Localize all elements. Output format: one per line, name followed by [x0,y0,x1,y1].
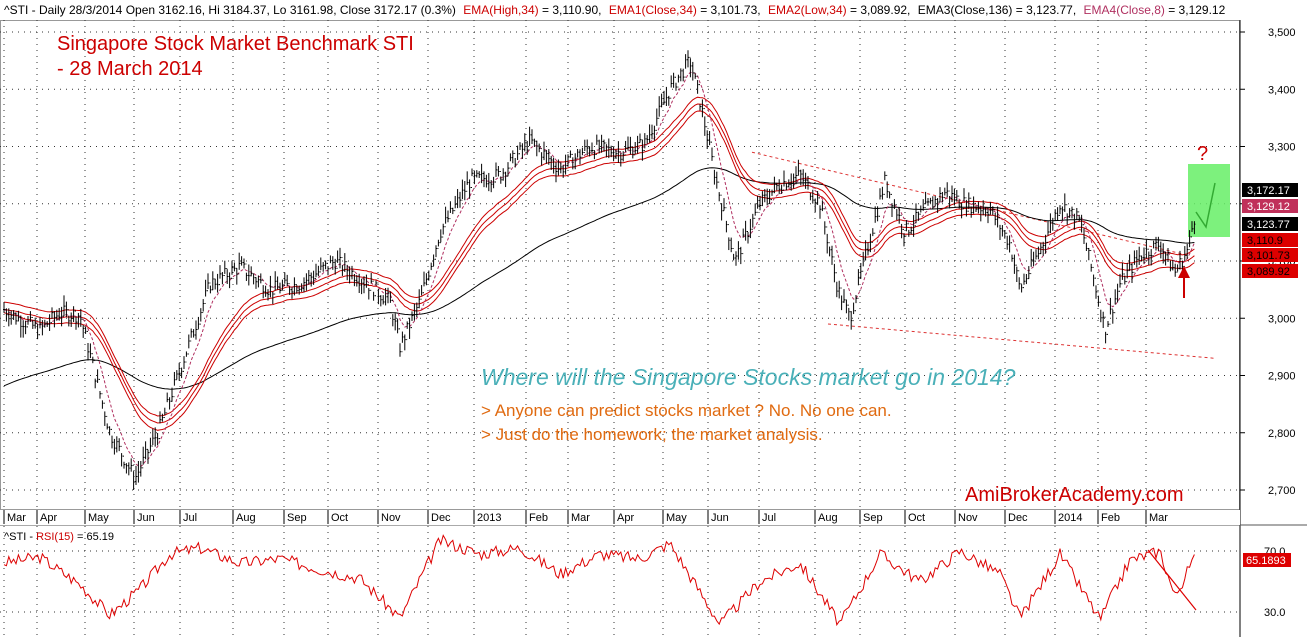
chart-header: ^STI - Daily 28/3/2014 Open 3162.16, Hi … [4,3,1226,17]
header-summary: ^STI - Daily 28/3/2014 Open 3162.16, Hi … [4,3,456,17]
last-value-label: 3,110.9 [1247,235,1283,247]
last-value-label: 3,129.12 [1247,201,1290,213]
ema1-close-34-line [3,103,1195,424]
x-tick-label: May [88,512,109,524]
rsi-label-name: RSI(15) [36,531,74,543]
brand-watermark: AmiBrokerAcademy.com [965,484,1184,506]
price-tick-label: 3,400 [1268,84,1296,96]
last-value-label: 3,101.73 [1247,250,1290,262]
price-grid [0,20,1238,510]
price-tick-label: 3,000 [1268,313,1296,325]
x-tick-label: Oct [908,512,925,524]
last-value-label: 3,089.92 [1247,266,1290,278]
rsi-label-value: = 65.19 [77,531,114,543]
price-tick-label: 2,700 [1268,485,1296,497]
x-tick-label: Jun [137,512,155,524]
x-tick-label: Dec [1008,512,1028,524]
x-tick-label: Apr [40,512,57,524]
rsi-current-badge [1243,553,1291,567]
x-tick-label: 2013 [477,512,501,524]
price-tick-label: 2,800 [1268,428,1296,440]
trendlines [751,151,1216,359]
rsi-trendline [1147,549,1197,611]
header-ema-high: EMA(High,34) [463,3,538,17]
price-tick-label: 2,900 [1268,371,1296,383]
annotation-point-1: > Anyone can predict stocks market ? No.… [481,401,892,420]
rsi-label: ^STI - RSI(15) = 65.19 [4,531,114,543]
x-tick-label: Aug [236,512,256,524]
tick-arrow-icon [1195,182,1216,229]
rsi-line [3,534,1195,627]
last-value-labels: 3,172.17 3,129.12 3,123.77 3,110.9 3,101.73 3… [1242,183,1298,278]
header-ema1: EMA1(Close,34) [609,3,697,17]
header-ema4-value: = 3,129.12 [1168,3,1225,17]
price-trendline [827,323,1216,359]
rsi-grid [0,526,1238,637]
header-ema2-value: = 3,089.92, [850,3,910,17]
ema3-close-136-line [3,167,1195,390]
x-tick-label: Nov [958,512,978,524]
last-value-badge [1242,183,1298,197]
x-tick-label: Oct [331,512,348,524]
x-tick-label: Feb [1101,512,1120,524]
price-tick-label: 3,300 [1268,142,1296,154]
last-value-badge [1242,233,1298,247]
question-annotation: Where will the Singapore Stocks market g… [481,364,1016,390]
chart-subtitle: - 28 March 2014 [57,58,203,80]
annotation-point-2: > Just do the homework; the market analy… [481,425,823,444]
last-value-badge [1242,264,1298,278]
x-tick-label: Mar [1149,512,1168,524]
ema2-low-34-line [3,110,1195,431]
date-x-axis: Mar Apr May Jun Jul Aug Sep Oct Nov Dec 2013 Feb Mar… [3,510,1168,524]
last-value-label: 3,123.77 [1247,219,1290,231]
x-tick-label: Aug [818,512,838,524]
breakout-highlight-box [1188,164,1230,237]
last-value-badge [1242,217,1298,231]
x-tick-label: Dec [431,512,451,524]
last-value-badge [1242,248,1298,262]
header-ema4: EMA4(Close,8) [1084,3,1165,17]
chart-title: Singapore Stock Market Benchmark STI [57,33,414,55]
rsi-tick-label: 30.0 [1264,607,1285,619]
last-value-badge [1242,199,1298,213]
header-ema-high-value: = 3,110.90, [542,3,602,17]
ohlc-bars [3,50,1196,490]
header-ema3-value: = 3,123.77, [1016,3,1076,17]
rsi-line-group [3,534,1195,627]
x-tick-label: Jul [183,512,197,524]
last-value-label: 3,172.17 [1247,185,1290,197]
red-up-arrow-icon [1178,266,1190,298]
x-tick-label: Mar [571,512,590,524]
x-tick-label: Sep [287,512,307,524]
x-tick-label: Apr [617,512,634,524]
x-tick-label: Jul [762,512,776,524]
price-tick-label: 3,500 [1268,27,1296,39]
header-ema1-value: = 3,101.73, [700,3,760,17]
question-mark: ? [1197,143,1208,165]
rsi-label-prefix: ^STI - [4,531,36,543]
header-ema3: EMA3(Close,136) [918,3,1013,17]
x-tick-label: 2014 [1058,512,1082,524]
rsi-current-value: 65.1893 [1246,555,1286,567]
header-ema2: EMA2(Low,34) [768,3,847,17]
x-axis-band [0,510,1240,525]
x-tick-label: Mar [7,512,26,524]
price-trendline [751,151,1189,256]
x-tick-label: Feb [529,512,548,524]
x-tick-label: May [666,512,687,524]
x-tick-label: Nov [381,512,401,524]
x-tick-label: Jun [711,512,729,524]
x-tick-label: Sep [863,512,883,524]
